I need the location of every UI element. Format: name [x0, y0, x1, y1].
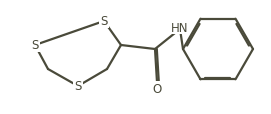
Text: S: S [31, 39, 39, 52]
Text: S: S [100, 15, 108, 28]
Text: O: O [152, 82, 162, 95]
Text: S: S [74, 80, 82, 93]
Text: HN: HN [171, 21, 189, 34]
